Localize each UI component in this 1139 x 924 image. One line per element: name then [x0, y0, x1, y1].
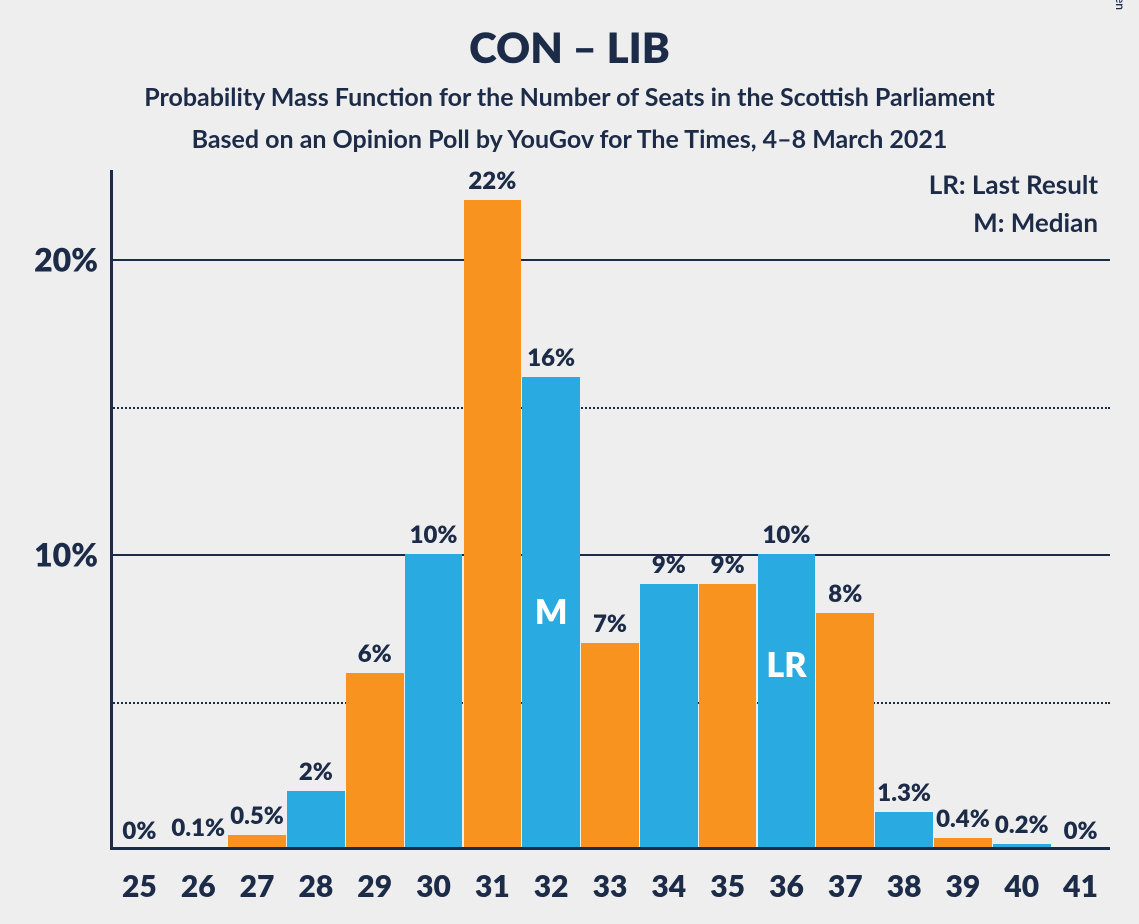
xtick-label: 30: [416, 868, 451, 904]
chart-subtitle: Probability Mass Function for the Number…: [0, 82, 1139, 112]
xtick-label: 39: [946, 868, 981, 904]
gridline-major: [110, 554, 1110, 556]
bar-value-label: 2%: [299, 757, 333, 786]
bar: [287, 791, 345, 850]
xtick-label: 31: [475, 868, 510, 904]
chart-canvas: CON – LIB Probability Mass Function for t…: [0, 0, 1139, 924]
bar-inner-label: LR: [766, 644, 806, 685]
bar-value-label: 1.3%: [877, 778, 931, 807]
xtick-label: 28: [298, 868, 333, 904]
bar: [875, 812, 933, 850]
bar: [464, 200, 522, 850]
bar-value-label: 0.2%: [995, 810, 1049, 839]
bar-value-label: 6%: [358, 639, 392, 668]
xtick-label: 37: [828, 868, 863, 904]
chart-subtitle: Based on an Opinion Poll by YouGov for T…: [0, 124, 1139, 154]
bar-value-label: 7%: [593, 609, 627, 638]
copyright-label: © 2021 Filip van Laenen: [1113, 0, 1128, 10]
x-axis: [110, 847, 1110, 850]
bar: [758, 554, 816, 850]
xtick-label: 41: [1063, 868, 1098, 904]
bar-value-label: 22%: [468, 166, 516, 195]
plot-area: [110, 170, 1110, 850]
xtick-label: 36: [769, 868, 804, 904]
gridline-major: [110, 259, 1110, 261]
bar-value-label: 10%: [763, 520, 811, 549]
bar-value-label: 0.4%: [936, 804, 990, 833]
bar: [816, 613, 874, 850]
bar: [405, 554, 463, 850]
bar-value-label: 10%: [410, 520, 458, 549]
xtick-label: 29: [357, 868, 392, 904]
xtick-label: 33: [593, 868, 628, 904]
bar-value-label: 9%: [711, 550, 745, 579]
ytick-label: 20%: [34, 239, 98, 278]
chart-title: CON – LIB: [0, 22, 1139, 72]
xtick-label: 25: [122, 868, 157, 904]
ytick-label: 10%: [34, 535, 98, 574]
bar-value-label: 8%: [828, 579, 862, 608]
y-axis: [110, 170, 113, 850]
xtick-label: 38: [887, 868, 922, 904]
xtick-label: 34: [651, 868, 686, 904]
xtick-label: 35: [710, 868, 745, 904]
xtick-label: 27: [240, 868, 275, 904]
bar-value-label: 9%: [652, 550, 686, 579]
xtick-label: 32: [534, 868, 569, 904]
bar-value-label: 0.5%: [230, 801, 284, 830]
bar: [346, 673, 404, 850]
bar-value-label: 0%: [122, 816, 156, 845]
bar: [581, 643, 639, 850]
bar: [640, 584, 698, 850]
bar: [699, 584, 757, 850]
bar-value-label: 0.1%: [171, 813, 225, 842]
xtick-label: 40: [1004, 868, 1039, 904]
gridline-minor: [110, 407, 1110, 409]
xtick-label: 26: [181, 868, 216, 904]
bar-value-label: 16%: [527, 343, 575, 372]
bar-inner-label: M: [535, 591, 568, 632]
bar-value-label: 0%: [1064, 816, 1098, 845]
